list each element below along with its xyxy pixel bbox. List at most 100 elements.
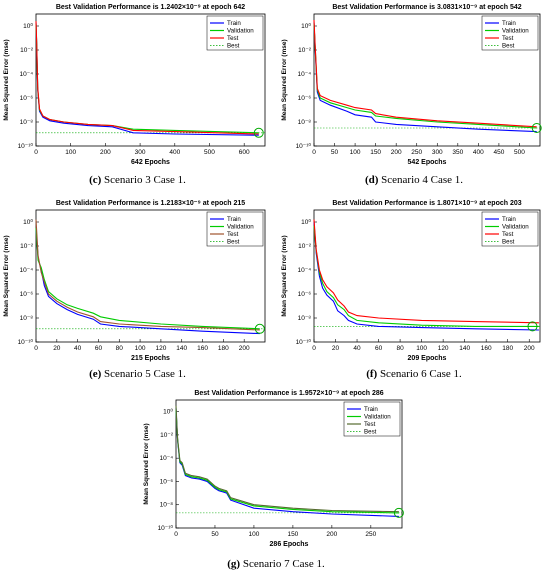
x-tick-label: 200	[326, 531, 337, 538]
legend-label: Test	[502, 231, 514, 238]
x-tick-label: 180	[502, 345, 513, 352]
x-axis-label: 286 Epochs	[270, 541, 309, 548]
x-tick-label: 100	[135, 345, 146, 352]
x-axis-label: 542 Epochs	[408, 159, 447, 166]
chart-svg: Best Validation Performance is 1.8071×10…	[281, 200, 541, 362]
x-tick-label: 100	[350, 149, 361, 156]
best-marker	[253, 127, 264, 138]
legend-label: Train	[502, 216, 516, 223]
legend-label: Test	[227, 231, 239, 238]
x-axis-label: 642 Epochs	[131, 159, 170, 166]
y-tick-label: 10⁻⁸	[160, 502, 174, 509]
caption-letter: (e)	[89, 368, 102, 380]
y-tick-label: 10⁻²	[298, 47, 312, 54]
y-tick-label: 10⁻⁶	[160, 478, 174, 485]
y-tick-label: 10⁻⁶	[298, 95, 312, 102]
y-tick-label: 10⁻²	[20, 243, 34, 250]
caption-g: (g) Scenario 7 Case 1.	[140, 558, 412, 570]
series-line-validation	[35, 227, 260, 330]
series-line-test	[313, 19, 537, 128]
x-tick-label: 0	[34, 345, 38, 352]
chart-title: Best Validation Performance is 3.0831×10…	[332, 4, 521, 11]
legend-box	[343, 401, 401, 437]
x-tick-label: 80	[396, 345, 404, 352]
x-tick-label: 450	[493, 149, 504, 156]
legend-box	[206, 15, 264, 51]
x-tick-label: 150	[287, 531, 298, 538]
x-tick-label: 350	[452, 149, 463, 156]
y-tick-label: 10⁻⁴	[20, 71, 34, 78]
caption-f: (f) Scenario 6 Case 1.	[278, 368, 550, 380]
y-tick-label: 10⁻¹⁰	[158, 524, 174, 532]
x-tick-label: 160	[197, 345, 208, 352]
x-tick-label: 200	[391, 149, 402, 156]
x-tick-label: 120	[155, 345, 166, 352]
chart-svg: Best Validation Performance is 1.2183×10…	[3, 200, 266, 362]
legend-label: Best	[227, 239, 240, 246]
y-tick-label: 10⁻²	[160, 432, 174, 439]
legend-label: Best	[502, 239, 515, 246]
chart-svg: Best Validation Performance is 1.9572×10…	[143, 390, 404, 548]
chart-panel-e: Best Validation Performance is 1.2183×10…	[0, 196, 275, 366]
series-line-test	[313, 219, 539, 324]
legend-label: Best	[502, 43, 515, 50]
x-tick-label: 60	[375, 345, 383, 352]
y-tick-label: 10⁰	[301, 218, 311, 226]
x-tick-label: 250	[365, 531, 376, 538]
x-tick-label: 400	[473, 149, 484, 156]
series-line-train	[313, 22, 537, 133]
y-tick-label: 10⁻⁶	[20, 95, 34, 102]
y-axis-label: Mean Squared Error (mse)	[143, 423, 150, 504]
chart-title: Best Validation Performance is 1.2183×10…	[56, 200, 245, 207]
y-tick-label: 10⁻⁸	[298, 119, 312, 126]
x-tick-label: 60	[95, 345, 103, 352]
caption-c: (c) Scenario 3 Case 1.	[0, 174, 275, 186]
y-tick-label: 10⁻⁴	[160, 455, 174, 462]
y-tick-label: 10⁻⁴	[298, 267, 312, 274]
legend-box	[206, 211, 264, 247]
x-tick-label: 80	[116, 345, 124, 352]
best-marker	[254, 323, 265, 334]
chart-svg: Best Validation Performance is 1.2402×10…	[3, 4, 266, 166]
x-tick-label: 500	[204, 149, 215, 156]
series-line-validation	[175, 409, 399, 514]
y-tick-label: 10⁻⁴	[20, 267, 34, 274]
x-tick-label: 200	[524, 345, 535, 352]
y-tick-label: 10⁰	[23, 22, 33, 30]
x-tick-label: 0	[312, 149, 316, 156]
y-axis-label: Mean Squared Error (mse)	[281, 39, 288, 120]
chart-title: Best Validation Performance is 1.2402×10…	[56, 4, 245, 11]
x-tick-label: 150	[370, 149, 381, 156]
legend-label: Validation	[502, 28, 529, 35]
x-tick-label: 200	[100, 149, 111, 156]
chart-title: Best Validation Performance is 1.9572×10…	[194, 390, 383, 397]
legend-label: Train	[364, 406, 378, 413]
x-tick-label: 0	[174, 531, 178, 538]
caption-letter: (d)	[364, 174, 379, 186]
y-axis-label: Mean Squared Error (mse)	[3, 235, 10, 316]
legend-label: Validation	[227, 28, 254, 35]
legend-label: Best	[227, 43, 240, 50]
caption-letter: (c)	[89, 174, 102, 186]
best-marker	[393, 507, 404, 518]
y-axis-label: Mean Squared Error (mse)	[281, 235, 288, 316]
caption-text: Scenario 3 Case 1.	[101, 174, 186, 186]
x-tick-label: 300	[432, 149, 443, 156]
x-tick-label: 300	[135, 149, 146, 156]
x-tick-label: 500	[514, 149, 525, 156]
legend-label: Best	[364, 429, 377, 436]
x-tick-label: 50	[211, 531, 219, 538]
series-line-validation	[313, 225, 539, 327]
legend-label: Train	[502, 20, 516, 27]
legend-label: Train	[227, 216, 241, 223]
legend-label: Test	[227, 35, 239, 42]
y-axis-label: Mean Squared Error (mse)	[3, 39, 10, 120]
x-tick-label: 600	[239, 149, 250, 156]
x-tick-label: 100	[65, 149, 76, 156]
x-axis-label: 215 Epochs	[131, 355, 170, 362]
x-tick-label: 140	[459, 345, 470, 352]
x-tick-label: 0	[34, 149, 38, 156]
chart-svg: Best Validation Performance is 3.0831×10…	[281, 4, 542, 166]
best-marker	[531, 123, 542, 133]
legend-label: Validation	[502, 224, 529, 231]
